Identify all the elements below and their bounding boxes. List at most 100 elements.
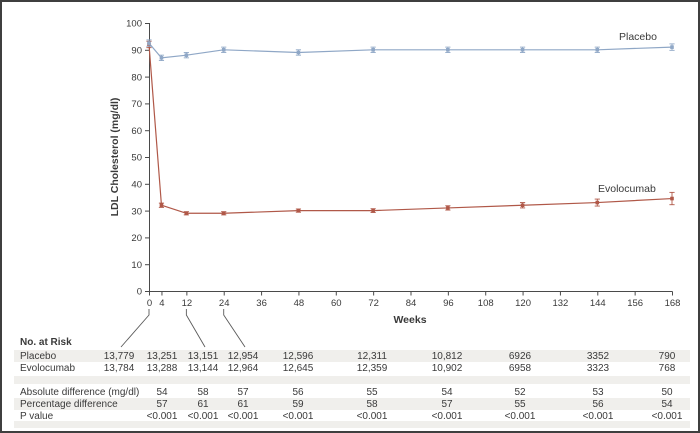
table-cell: 55 [366,387,378,398]
data-point-marker [184,53,189,57]
x-tick-label: 60 [331,298,342,309]
leader-lines [120,309,246,348]
data-point-marker [595,200,600,205]
x-tick-label: 72 [368,298,379,309]
table-row-label: Percentage difference [20,399,118,410]
x-tick-label: 132 [552,298,568,309]
table-cell: <0.001 [582,411,614,422]
data-point-marker [296,50,301,55]
table-row-label: Absolute difference (mg/dl) [20,387,140,398]
table-cell: <0.001 [187,411,219,422]
table-cell: 13,251 [146,351,178,362]
table-cell: 56 [592,399,604,410]
data-point-marker [159,203,164,208]
y-tick-label: 70 [131,99,142,110]
table-row-stripe [14,421,690,428]
table-cell: 12,964 [227,363,259,374]
table-cell: 6926 [508,351,532,362]
y-tick-label: 100 [126,19,142,30]
data-point-marker [296,208,301,213]
table-cell: 6958 [508,363,532,374]
table-cell: 13,151 [187,351,219,362]
y-tick-label: 0 [137,287,142,298]
y-tick-label: 60 [131,126,142,137]
x-tick-label: 108 [478,298,494,309]
table-row: P value <0.001 <0.001 <0.001 <0.001 <0.001 <0.… [2,411,698,423]
x-tick-label: 4 [159,298,164,309]
x-tick-label: 12 [182,298,193,309]
table-cell: 59 [292,399,304,410]
x-tick-label: 120 [515,298,531,309]
table-cell: <0.001 [282,411,314,422]
y-tick-label: 80 [131,72,142,83]
table-row-label: Evolocumab [20,363,76,374]
placebo-series [146,39,675,61]
x-tick-label: 48 [294,298,305,309]
table-cell: 54 [661,399,673,410]
x-tick-label: 168 [665,298,681,309]
table-cell: 57 [237,387,249,398]
table-cell: <0.001 [356,411,388,422]
table-cell: 54 [441,387,453,398]
table-cell: 10,902 [431,363,463,374]
table-cell: 50 [661,387,673,398]
data-point-marker [184,211,189,216]
x-tick-label: 96 [443,298,454,309]
data-point-marker [670,45,674,49]
x-tick-label: 0 [147,298,152,309]
table-cell: <0.001 [227,411,259,422]
table-cell: 13,144 [187,363,219,374]
table-cell: <0.001 [146,411,178,422]
evolocumab-series [146,40,675,216]
data-point-marker [595,48,600,52]
table-cell: 3352 [586,351,610,362]
table-cell: <0.001 [504,411,536,422]
data-point-marker [221,48,226,52]
x-tick-label: 156 [627,298,643,309]
placebo-series-label: Placebo [619,31,657,43]
table-row: Percentage difference 57 61 61 59 58 57 55 56 54 [2,399,698,411]
table-cell: 12,311 [357,351,387,362]
table-cell: 12,596 [282,351,314,362]
risk-table-header: No. at Risk [20,337,72,348]
data-point-marker [670,196,674,201]
table-row: Absolute difference (mg/dl) 54 58 57 56 55 54 5… [2,387,698,399]
table-cell: 53 [592,387,604,398]
data-point-marker [371,208,375,213]
y-tick-label: 40 [131,180,142,191]
table-cell: 13,288 [146,363,178,374]
x-tick-label: 84 [406,298,417,309]
table-row-label: Placebo [20,351,57,362]
y-tick-label: 30 [131,206,142,217]
table-cell: 12,645 [282,363,314,374]
table-cell: 61 [237,399,249,410]
data-point-marker [147,41,151,45]
table-row: Evolocumab 13,784 13,288 13,144 12,964 12,645… [2,363,698,375]
x-axis-title: Weeks [393,314,427,326]
table-cell: 52 [514,387,526,398]
y-tick-label: 20 [131,233,142,244]
data-point-marker [446,206,450,210]
x-tick-label: 24 [219,298,230,309]
table-row-label: P value [20,411,54,422]
table-cell: 54 [156,387,168,398]
y-tick-label: 50 [131,153,142,164]
table-cell: 10,812 [431,351,463,362]
table-cell: 13,779 [103,351,135,362]
table-cell: 3323 [586,363,610,374]
y-tick-label: 10 [131,260,142,271]
table-cell: 61 [197,399,209,410]
table-cell: 58 [197,387,209,398]
data-point-marker [520,48,525,52]
data-point-marker [221,211,226,216]
table-cell: <0.001 [651,411,683,422]
table-cell: 13,784 [103,363,135,374]
table-cell: 58 [366,399,378,410]
data-point-marker [446,48,450,52]
evolocumab-series-label: Evolocumab [598,183,656,195]
table-cell: 790 [658,351,676,362]
table-cell: 57 [441,399,453,410]
